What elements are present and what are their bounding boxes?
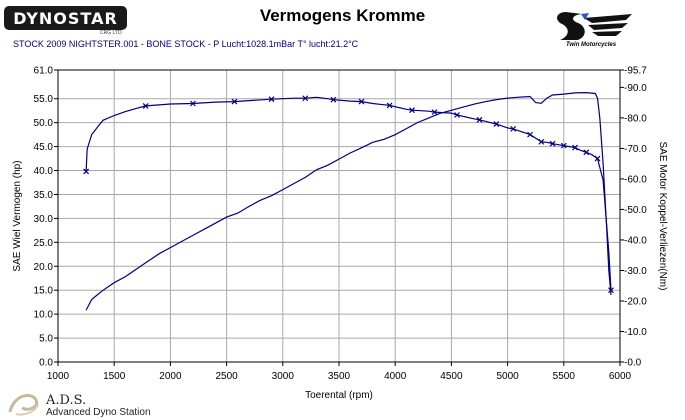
y2-tick-label: -50.0 [624, 205, 647, 216]
y-tick-label: 45.0 [34, 142, 54, 153]
marker-stroke [83, 168, 90, 175]
data-point-marker [386, 102, 393, 109]
data-point-marker [583, 149, 590, 156]
data-point-marker [454, 112, 460, 118]
y-tick-label: 25.0 [34, 238, 54, 249]
y2-tick-label: -95.7 [624, 66, 647, 77]
marker-stroke [583, 149, 590, 156]
marker-stroke [231, 98, 238, 105]
x-tick-label: 5000 [496, 371, 519, 382]
y2-tick-label: -80.0 [624, 113, 647, 124]
power-series-line [85, 96, 612, 291]
plot-frame [57, 69, 621, 363]
marker-stroke [386, 102, 393, 109]
marker-stroke [268, 96, 275, 103]
logo-subtext: CRG LTD [100, 30, 122, 36]
y-tick-label: 20.0 [34, 262, 54, 273]
footer-tagline: Advanced Dyno Station [46, 407, 151, 418]
data-point-marker [560, 142, 567, 149]
dynostar-logo: DYNOSTAR [4, 6, 127, 30]
x-tick-label: 5500 [553, 371, 576, 382]
data-point-marker [527, 131, 534, 138]
marker-stroke [538, 138, 545, 145]
marker-stroke [358, 98, 365, 105]
data-point-marker [431, 109, 438, 116]
y2-tick-label: -20.0 [624, 296, 647, 307]
y-tick-label: 15.0 [34, 286, 54, 297]
y-tick-label: 0.0 [39, 358, 53, 369]
ads-logo-icon [8, 394, 39, 416]
data-point-marker [330, 96, 337, 103]
x-tick-label: 1000 [47, 371, 70, 382]
data-point-marker [510, 125, 517, 132]
x-tick-label: 1500 [103, 371, 126, 382]
data-point-marker [358, 98, 365, 105]
marker-stroke [454, 112, 460, 118]
data-point-marker [572, 144, 578, 151]
x-tick-label: 4500 [440, 371, 463, 382]
marker-stroke [409, 107, 415, 114]
y-tick-label: 50.0 [34, 118, 54, 129]
marker-stroke [560, 142, 567, 149]
marker-stroke [142, 102, 149, 109]
x-tick-label: 3500 [328, 371, 351, 382]
data-point-marker [594, 155, 601, 162]
x-tick-label: 6000 [609, 371, 632, 382]
y-axis-label: SAE Wiel Vermogen (hp) [12, 160, 23, 271]
y2-tick-label: -0.0 [624, 358, 642, 369]
y-tick-label: 55.0 [34, 94, 54, 105]
marker-stroke [189, 100, 196, 107]
data-point-marker [538, 138, 545, 145]
marker-stroke [431, 109, 438, 116]
y-tick-label: 40.0 [34, 166, 54, 177]
x-axis-label: Toerental (rpm) [305, 390, 373, 401]
marker-stroke [302, 95, 309, 102]
brand-logo-icon [557, 12, 632, 40]
torque-series-line [85, 91, 612, 311]
footer-name: A.D.S. [46, 393, 87, 408]
y2-tick-label: -60.0 [624, 174, 647, 185]
marker-stroke [330, 96, 337, 103]
data-point-marker [189, 100, 196, 107]
marker-stroke [594, 155, 601, 162]
y-tick-label: 5.0 [39, 334, 53, 345]
data-point-marker [83, 168, 90, 175]
y-tick-label: 35.0 [34, 190, 54, 201]
marker-stroke [476, 116, 483, 123]
x-tick-label: 2000 [159, 371, 182, 382]
data-point-marker [268, 96, 275, 103]
y2-tick-label: -90.0 [624, 83, 647, 94]
marker-stroke [549, 140, 556, 147]
marker-stroke [493, 121, 500, 128]
x-tick-label: 4000 [384, 371, 407, 382]
data-point-marker [549, 140, 556, 147]
data-point-marker [231, 98, 238, 105]
chart-title: Vermogens Kromme [259, 6, 426, 25]
marker-stroke [527, 131, 534, 138]
y2-axis-label: SAE Motor Koppel-Verliezen(Nm) [657, 142, 668, 291]
logo-text: DYNOSTAR [13, 8, 118, 28]
x-tick-label: 3000 [272, 371, 295, 382]
data-point-marker [493, 121, 500, 128]
y-tick-label: 10.0 [34, 310, 54, 321]
y2-tick-label: -10.0 [624, 327, 647, 338]
data-point-marker [302, 95, 309, 102]
marker-stroke [510, 125, 517, 132]
data-point-marker [142, 102, 149, 109]
marker-stroke [572, 144, 578, 151]
y2-tick-label: -70.0 [624, 144, 647, 155]
y2-tick-label: -30.0 [624, 266, 647, 277]
data-point-marker [476, 116, 483, 123]
chart-subtitle: STOCK 2009 NIGHTSTER.001 - BONE STOCK - … [13, 39, 359, 49]
data-point-marker [409, 107, 415, 114]
y-tick-label: 30.0 [34, 214, 54, 225]
x-tick-label: 2500 [215, 371, 238, 382]
brand-text: Twin Motorcycles [565, 42, 617, 48]
y2-tick-label: -40.0 [624, 235, 647, 246]
y-tick-label: 61.0 [34, 66, 54, 77]
